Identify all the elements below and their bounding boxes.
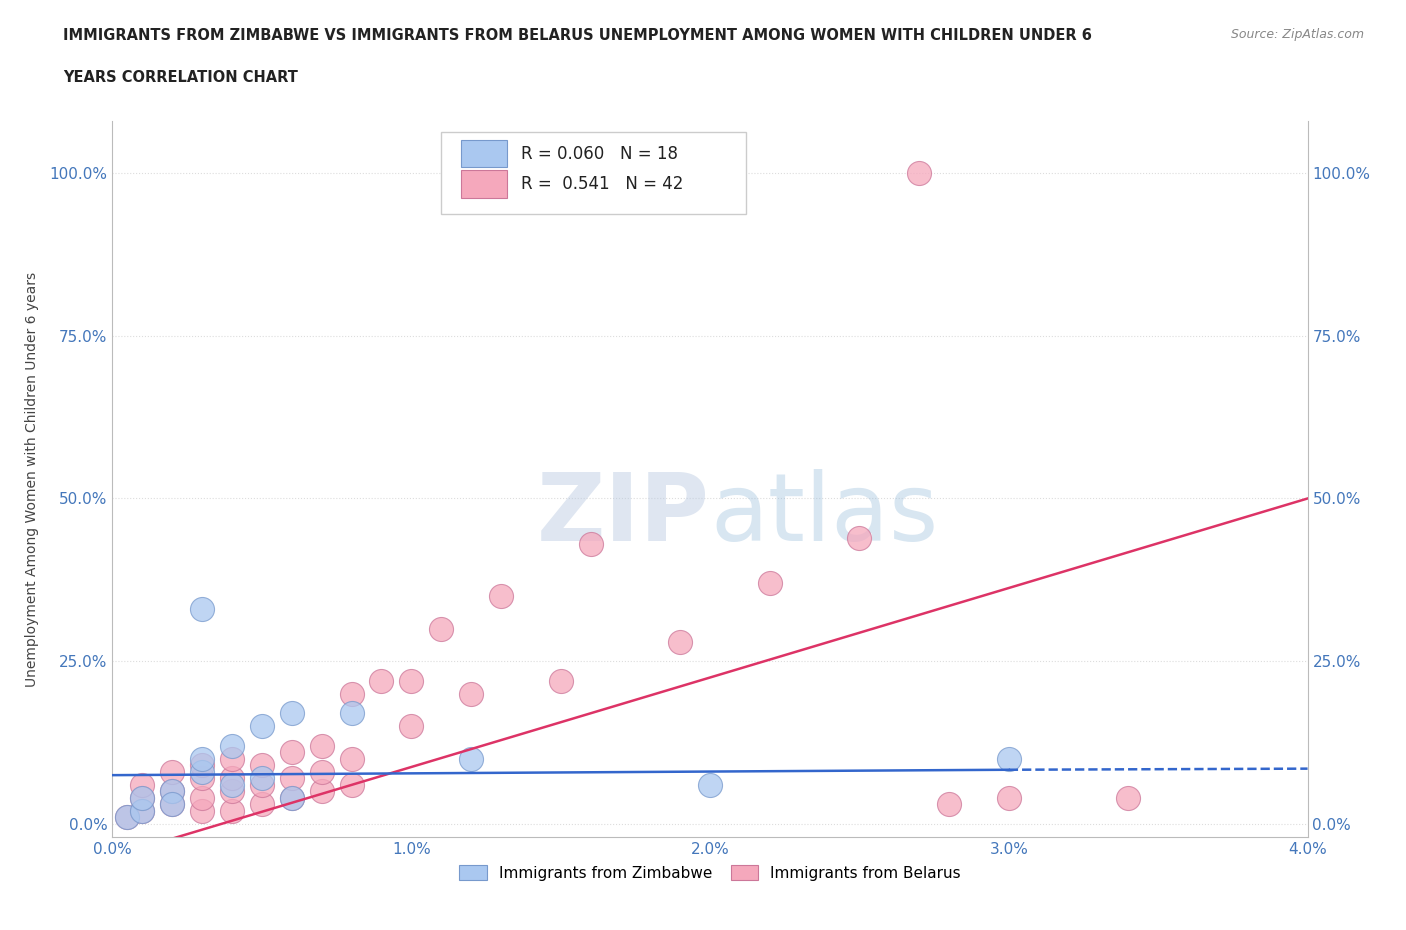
Point — [311, 764, 333, 779]
Point — [131, 804, 153, 818]
Text: IMMIGRANTS FROM ZIMBABWE VS IMMIGRANTS FROM BELARUS UNEMPLOYMENT AMONG WOMEN WIT: IMMIGRANTS FROM ZIMBABWE VS IMMIGRANTS F… — [63, 28, 1092, 43]
Point — [311, 784, 333, 799]
Point — [250, 758, 273, 773]
Text: YEARS CORRELATION CHART: YEARS CORRELATION CHART — [63, 70, 298, 85]
Point — [669, 634, 692, 649]
Point — [191, 751, 214, 766]
Point — [191, 771, 214, 786]
Point — [162, 784, 183, 799]
Text: R = 0.060   N = 18: R = 0.060 N = 18 — [522, 145, 678, 163]
Point — [162, 764, 183, 779]
Point — [131, 777, 153, 792]
Point — [250, 777, 273, 792]
Point — [131, 804, 153, 818]
Point — [759, 576, 782, 591]
Point — [401, 719, 423, 734]
Y-axis label: Unemployment Among Women with Children Under 6 years: Unemployment Among Women with Children U… — [24, 272, 38, 686]
Text: ZIP: ZIP — [537, 469, 710, 561]
Point — [191, 758, 214, 773]
Point — [250, 771, 273, 786]
Point — [430, 621, 453, 636]
Point — [250, 719, 273, 734]
Point — [460, 686, 482, 701]
Point — [162, 784, 183, 799]
Point — [281, 706, 304, 721]
Point — [131, 790, 153, 805]
Point — [311, 738, 333, 753]
Point — [370, 673, 392, 688]
Point — [998, 751, 1021, 766]
Point — [579, 537, 602, 551]
Point — [162, 797, 183, 812]
Point — [191, 804, 214, 818]
Point — [938, 797, 960, 812]
Point — [848, 530, 870, 545]
Point — [117, 810, 139, 825]
Point — [191, 790, 214, 805]
Point — [340, 706, 363, 721]
Point — [998, 790, 1021, 805]
Point — [340, 686, 363, 701]
Point — [908, 166, 931, 180]
Text: R =  0.541   N = 42: R = 0.541 N = 42 — [522, 175, 683, 193]
Point — [221, 777, 243, 792]
Point — [489, 589, 512, 604]
Point — [281, 745, 304, 760]
Point — [281, 771, 304, 786]
Point — [340, 751, 363, 766]
Point — [340, 777, 363, 792]
Point — [221, 784, 243, 799]
Point — [550, 673, 572, 688]
Point — [1118, 790, 1140, 805]
Point — [117, 810, 139, 825]
Point — [460, 751, 482, 766]
Point — [281, 790, 304, 805]
Point — [221, 738, 243, 753]
Point — [162, 797, 183, 812]
Point — [699, 777, 721, 792]
Point — [191, 764, 214, 779]
FancyBboxPatch shape — [441, 132, 747, 214]
Point — [401, 673, 423, 688]
Text: Source: ZipAtlas.com: Source: ZipAtlas.com — [1230, 28, 1364, 41]
Point — [281, 790, 304, 805]
Point — [221, 804, 243, 818]
FancyBboxPatch shape — [461, 170, 508, 197]
FancyBboxPatch shape — [461, 140, 508, 167]
Point — [221, 751, 243, 766]
Point — [221, 771, 243, 786]
Point — [191, 602, 214, 617]
Text: atlas: atlas — [710, 469, 938, 561]
Point — [131, 790, 153, 805]
Point — [250, 797, 273, 812]
Legend: Immigrants from Zimbabwe, Immigrants from Belarus: Immigrants from Zimbabwe, Immigrants fro… — [453, 858, 967, 886]
